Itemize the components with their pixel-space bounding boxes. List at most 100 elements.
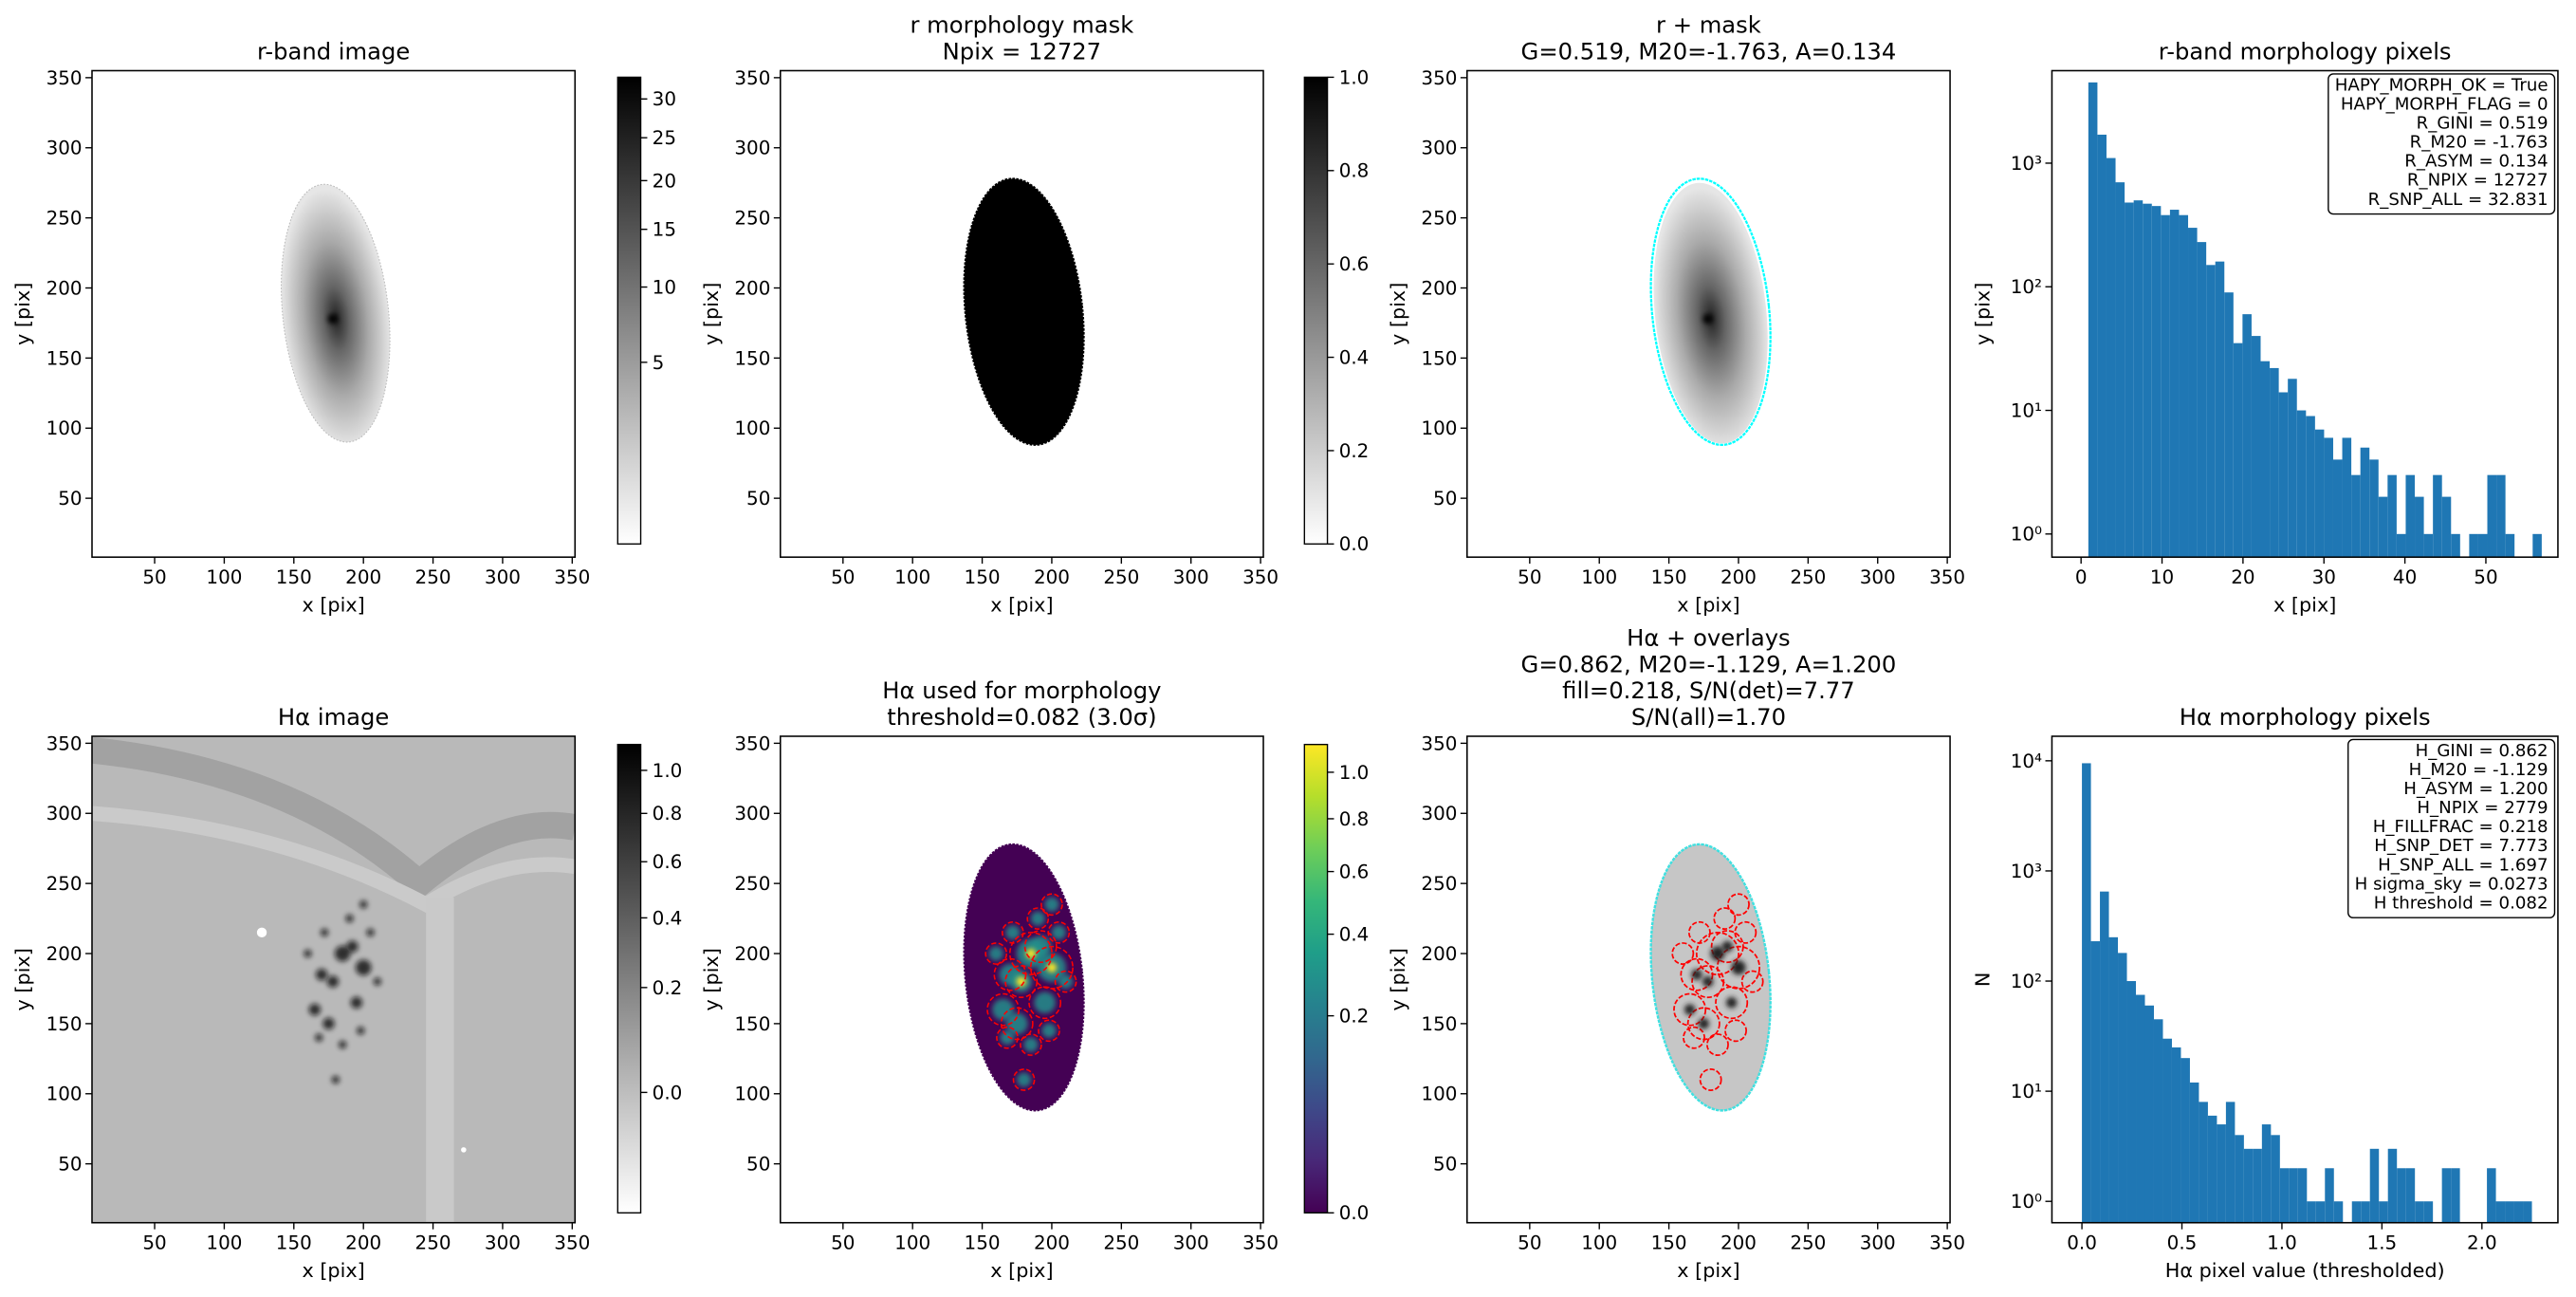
y-tick-label: 50	[1433, 1154, 1457, 1176]
axes-frame	[2051, 735, 2559, 1224]
bar	[2189, 1082, 2199, 1223]
bar	[2169, 210, 2180, 558]
threshold-contour	[1001, 920, 1024, 944]
stats-line: H_SNP_ALL = 1.697	[2378, 855, 2548, 875]
bar	[2270, 367, 2279, 558]
ha-knot	[988, 946, 1003, 961]
axes-frame	[1466, 69, 1951, 558]
chart-title: r-band morphology pixels	[2159, 37, 2452, 65]
bar	[2342, 437, 2352, 558]
bar	[2505, 533, 2515, 558]
y-tick-label: 250	[46, 208, 83, 230]
colorbar-tick-label: 0.6	[1339, 253, 1370, 275]
threshold-contour	[986, 992, 1020, 1027]
ha-knot	[304, 949, 312, 958]
bar	[2151, 206, 2162, 558]
bar	[2325, 1168, 2334, 1223]
bar	[2179, 214, 2189, 558]
bar	[2315, 1201, 2326, 1223]
threshold-contour	[1038, 1019, 1060, 1043]
bar	[2106, 157, 2116, 558]
colorbar-tick-label: 5	[653, 352, 665, 374]
x-axis-label: x [pix]	[990, 593, 1053, 616]
threshold-contour	[1008, 932, 1053, 975]
x-axis-label: x [pix]	[2273, 593, 2336, 616]
chart-title: Npix = 12727	[943, 37, 1101, 65]
ha-knot	[373, 977, 382, 986]
y-axis-label: y [pix]	[1387, 283, 1409, 345]
stats-line: H_FILLFRAC = 0.218	[2373, 817, 2548, 837]
x-axis-label: x [pix]	[1677, 1259, 1739, 1282]
threshold-contour	[1671, 942, 1695, 965]
colorbar-tick-label: 20	[653, 170, 676, 192]
chart-title: Hα + overlays	[1627, 624, 1791, 652]
bar	[2090, 941, 2101, 1223]
ha-knot	[322, 1017, 335, 1030]
bar	[2405, 1168, 2416, 1223]
x-tick-label: 0.0	[2067, 1232, 2097, 1253]
y-tick-label: 50	[1433, 488, 1457, 510]
bar	[2306, 416, 2315, 558]
x-tick-label: 100	[894, 566, 930, 588]
bar	[2387, 1148, 2398, 1223]
y-tick-label: 200	[46, 277, 83, 299]
threshold-contour	[1047, 920, 1071, 944]
bar	[2405, 474, 2416, 558]
x-tick-label: 50	[1518, 566, 1541, 588]
plot-area	[1649, 177, 1772, 447]
colorbar-tick-label: 10	[653, 276, 676, 298]
x-tick-label: 300	[485, 1232, 521, 1253]
threshold-contour	[1716, 945, 1761, 990]
plot-area	[281, 183, 391, 443]
x-tick-label: 300	[485, 566, 521, 588]
y-tick-label: 200	[1421, 277, 1457, 299]
bar	[2513, 1201, 2524, 1223]
y-tick-label: 350	[1421, 67, 1457, 89]
ha-knot	[308, 1003, 322, 1016]
axes-frame	[779, 69, 1264, 558]
threshold-contour	[1715, 986, 1749, 1020]
x-tick-label: 50	[1518, 1232, 1541, 1253]
colorbar	[1303, 743, 1329, 1214]
colorbar-tick-label: 0.0	[1339, 533, 1370, 555]
x-tick-label: 250	[1790, 566, 1826, 588]
ha-knot	[1005, 925, 1021, 940]
sky-bright-band	[92, 806, 576, 914]
bar	[2161, 214, 2170, 558]
x-tick-label: 150	[965, 566, 1001, 588]
colorbar-tick-label: 0.4	[1339, 924, 1370, 946]
colorbar-tick-label: 0.2	[1339, 440, 1370, 462]
stats-line: H_M20 = -1.129	[2409, 760, 2548, 780]
threshold-contour	[1028, 986, 1062, 1020]
threshold-contour	[1713, 907, 1737, 931]
y-tick-label: 150	[1421, 1013, 1457, 1035]
threshold-contour	[984, 942, 1008, 965]
x-tick-label: 200	[345, 1232, 381, 1253]
x-axis-label: x [pix]	[990, 1259, 1053, 1282]
bar	[2188, 228, 2198, 558]
threshold-contour	[1023, 930, 1058, 964]
y-tick-label: 10³	[2011, 861, 2042, 882]
bar	[2108, 936, 2119, 1223]
stats-line: H_ASYM = 1.200	[2403, 779, 2548, 799]
ha-knot	[326, 975, 340, 988]
colorbar-tick-label: 0.0	[1339, 1202, 1370, 1224]
artifact	[461, 1147, 467, 1153]
threshold-contour	[993, 957, 1027, 991]
bar	[2469, 533, 2478, 558]
ha-knot	[315, 968, 328, 981]
bar	[2125, 202, 2134, 558]
axes-frame	[91, 69, 577, 558]
stats-line: H sigma_sky = 0.0273	[2355, 874, 2548, 894]
bar	[2441, 496, 2452, 558]
bar	[2387, 474, 2397, 558]
bar	[2097, 134, 2107, 558]
ha-knot	[1023, 1037, 1039, 1052]
plot-area	[92, 735, 576, 1223]
y-tick-label: 150	[1421, 347, 1457, 369]
axes-frame	[2051, 69, 2559, 558]
plot-area	[2082, 763, 2532, 1223]
bar	[2207, 1115, 2217, 1223]
ha-knot	[339, 1040, 347, 1049]
axes-frame	[779, 735, 1264, 1224]
